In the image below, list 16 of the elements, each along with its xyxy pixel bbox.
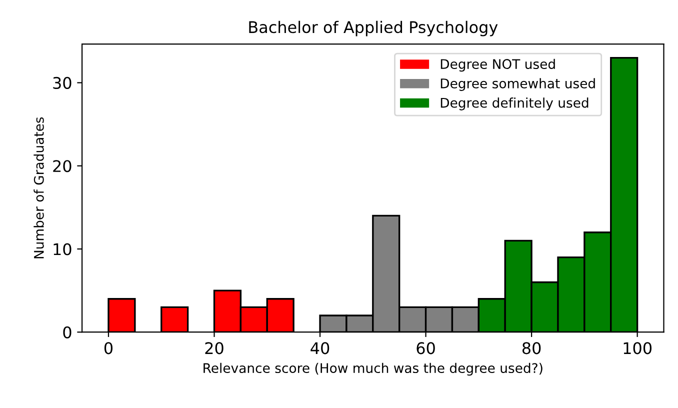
x-tick-label: 20 <box>205 342 224 354</box>
x-tick-label: 60 <box>416 342 435 354</box>
x-tick-label: 80 <box>522 342 541 354</box>
y-tick-label: 30 <box>53 76 72 90</box>
legend-label: Degree definitely used <box>440 98 588 110</box>
x-tick-label: 40 <box>310 342 330 354</box>
legend-label: Degree NOT used <box>440 58 555 72</box>
chart-title: Bachelor of Applied Psychology <box>249 20 498 36</box>
legend-label: Degree somewhat used <box>440 78 595 91</box>
y-tick-label: 0 <box>63 326 72 338</box>
y-axis-title: Number of Graduates <box>34 117 44 258</box>
x-tick-label: 0 <box>104 342 112 354</box>
y-tick-label: 10 <box>54 243 72 256</box>
x-axis-title: Relevance score (How much was the degree used?) <box>204 362 542 376</box>
y-tick-label: 20 <box>53 160 72 172</box>
x-tick-label: 100 <box>624 342 652 354</box>
